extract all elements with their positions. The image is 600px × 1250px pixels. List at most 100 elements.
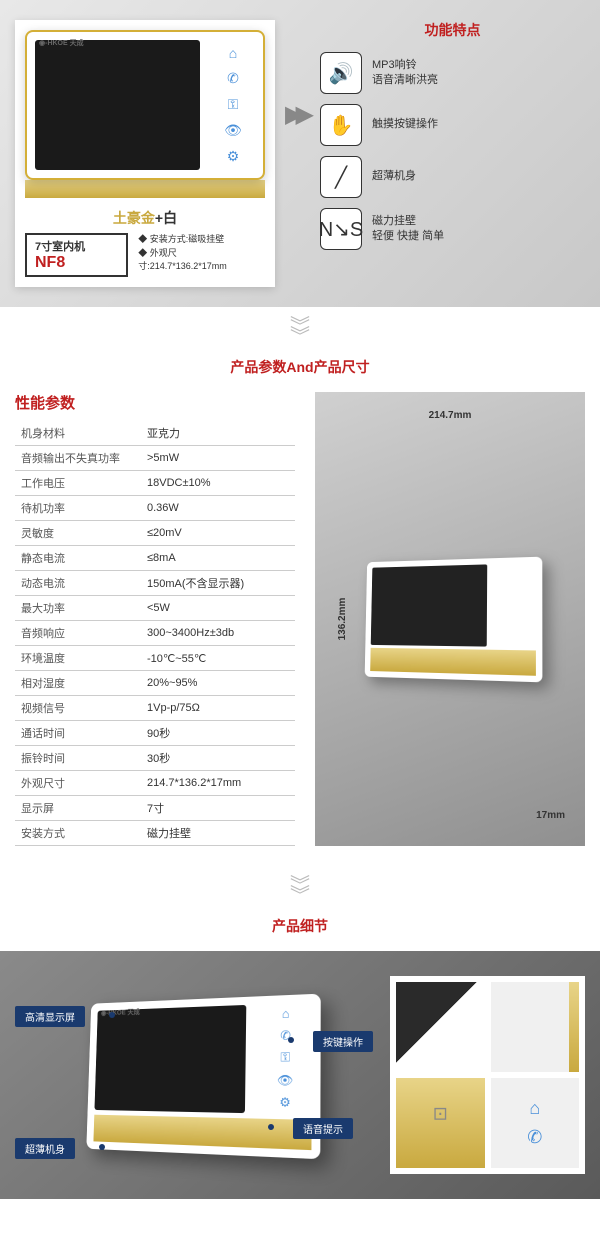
device-screen (35, 40, 200, 170)
feature-item: ✋ 触摸按键操作 (320, 104, 585, 146)
arrow-right-icon: ▶▶ (285, 100, 306, 129)
dim-width: 214.7mm (429, 410, 472, 421)
grid-edge-closeup (491, 982, 580, 1072)
spec-value: 7寸 (141, 796, 295, 821)
features-column: 功能特点 🔊MP3响铃语音清晰洪亮✋触摸按键操作╱超薄机身N↘S磁力挂壁轻便 快… (320, 20, 585, 287)
spec-value: 0.36W (141, 496, 295, 521)
table-row: 音频输出不失真功率>5mW (15, 446, 295, 471)
dimensions-panel: 214.7mm 136.2mm 17mm (315, 392, 585, 846)
gear-icon: ⚙ (279, 1095, 291, 1110)
feature-item: N↘S磁力挂壁轻便 快捷 简单 (320, 208, 585, 250)
callout-panel: ◉-HKOE 天成 ⌂ ✆ ⚿ 👁 ⚙ 高清显示屏 超薄机身 按键操作 语音提示 (15, 976, 378, 1174)
spec-key: 最大功率 (15, 596, 141, 621)
table-row: 待机功率0.36W (15, 496, 295, 521)
section3-title: 产品细节 (0, 916, 600, 936)
spec-value: 1Vp-p/75Ω (141, 696, 295, 721)
spec-size: 外观尺寸:214.7*136.2*17mm (138, 247, 265, 274)
gear-icon: ⚙ (227, 148, 240, 165)
spec-header: 性能参数 (15, 392, 295, 413)
table-row: 振铃时间30秒 (15, 746, 295, 771)
feature-text: MP3响铃语音清晰洪亮 (372, 58, 438, 89)
home-icon: ⌂ (229, 45, 237, 61)
detail-gold-bar (93, 1114, 311, 1149)
feature-text: 触摸按键操作 (372, 117, 438, 132)
table-row: 机身材料亚克力 (15, 421, 295, 446)
model-badge: 7寸室内机 NF8 (25, 233, 128, 277)
callout-screen: 高清显示屏 (15, 1006, 85, 1027)
spec-value: 90秒 (141, 721, 295, 746)
product-card: ◉-HKOE 天成 ⌂ ✆ ⚿ 👁 ⚙ 土豪金+白 7寸室内机 NF8 安装方式… (15, 20, 275, 287)
model-label: 7寸室内机 (35, 241, 85, 253)
brand-logo: ◉-HKOE 天成 (100, 1007, 139, 1018)
table-row: 工作电压18VDC±10% (15, 471, 295, 496)
feature-text: 超薄机身 (372, 169, 416, 184)
feature-icon: ✋ (320, 104, 362, 146)
dim-device (365, 557, 543, 683)
dim-height: 136.2mm (337, 598, 348, 641)
brand-logo: ◉-HKOE 天成 (39, 38, 84, 48)
spec-key: 静态电流 (15, 546, 141, 571)
feature-icon: 🔊 (320, 52, 362, 94)
table-row: 外观尺寸214.7*136.2*17mm (15, 771, 295, 796)
chevron-down-icon: ︾︾ (0, 881, 600, 901)
dim-gold-bar (370, 648, 536, 676)
name-white: 白 (163, 210, 177, 226)
chevron-down-icon: ︾︾ (0, 322, 600, 342)
device-buttons: ⌂ ✆ ⚿ 👁 ⚙ (211, 40, 255, 170)
spec-table: 机身材料亚克力音频输出不失真功率>5mW工作电压18VDC±10%待机功率0.3… (15, 421, 295, 846)
table-row: 环境温度-10℃~55℃ (15, 646, 295, 671)
spec-key: 待机功率 (15, 496, 141, 521)
spec-value: ≤20mV (141, 521, 295, 546)
grid-back-closeup (396, 1078, 485, 1168)
device-render: ◉-HKOE 天成 ⌂ ✆ ⚿ 👁 ⚙ (25, 30, 265, 180)
spec-value: 300~3400Hz±3db (141, 621, 295, 646)
detail-device: ◉-HKOE 天成 ⌂ ✆ ⚿ 👁 ⚙ (86, 993, 320, 1159)
table-row: 音频响应300~3400Hz±3db (15, 621, 295, 646)
spec-key: 工作电压 (15, 471, 141, 496)
grid-screen-closeup (396, 982, 485, 1072)
spec-key: 振铃时间 (15, 746, 141, 771)
spec-value: 20%~95% (141, 671, 295, 696)
spec-key: 视频信号 (15, 696, 141, 721)
table-row: 显示屏7寸 (15, 796, 295, 821)
key-icon: ⚿ (228, 96, 239, 113)
spec-value: 150mA(不含显示器) (141, 571, 295, 596)
spec-value: >5mW (141, 446, 295, 471)
feature-icon: ╱ (320, 156, 362, 198)
spec-key: 动态电流 (15, 571, 141, 596)
eye-icon: 👁 (277, 1073, 293, 1088)
spec-key: 相对湿度 (15, 671, 141, 696)
spec-key: 显示屏 (15, 796, 141, 821)
detail-buttons: ⌂ ✆ ⚿ 👁 ⚙ (259, 1002, 312, 1114)
table-row: 动态电流150mA(不含显示器) (15, 571, 295, 596)
dim-depth: 17mm (536, 810, 565, 821)
callout-body: 超薄机身 (15, 1138, 75, 1159)
spec-value: <5W (141, 596, 295, 621)
detail-screen (94, 1004, 246, 1112)
feature-item: ╱ 超薄机身 (320, 156, 585, 198)
spec-key: 环境温度 (15, 646, 141, 671)
feature-icon: N↘S (320, 208, 362, 250)
details-section: ◉-HKOE 天成 ⌂ ✆ ⚿ 👁 ⚙ 高清显示屏 超薄机身 按键操作 语音提示… (0, 951, 600, 1199)
section2-title: 产品参数And产品尺寸 (0, 357, 600, 377)
spec-value: 214.7*136.2*17mm (141, 771, 295, 796)
dim-screen (371, 564, 487, 646)
table-row: 通话时间90秒 (15, 721, 295, 746)
name-gold: 土豪金 (113, 210, 155, 226)
hero-section: ◉-HKOE 天成 ⌂ ✆ ⚿ 👁 ⚙ 土豪金+白 7寸室内机 NF8 安装方式… (0, 0, 600, 307)
spec-value: 磁力挂壁 (141, 821, 295, 846)
table-row: 安装方式磁力挂壁 (15, 821, 295, 846)
spec-value: 30秒 (141, 746, 295, 771)
home-icon: ⌂ (281, 1006, 289, 1021)
spec-table-wrap: 性能参数 机身材料亚克力音频输出不失真功率>5mW工作电压18VDC±10%待机… (15, 392, 295, 846)
table-row: 静态电流≤8mA (15, 546, 295, 571)
feature-item: 🔊 MP3响铃语音清晰洪亮 (320, 52, 585, 94)
spec-value: -10℃~55℃ (141, 646, 295, 671)
spec-key: 安装方式 (15, 821, 141, 846)
spec-value: 亚克力 (141, 421, 295, 446)
callout-buttons: 按键操作 (313, 1031, 373, 1052)
name-plus: + (155, 210, 163, 226)
table-row: 视频信号1Vp-p/75Ω (15, 696, 295, 721)
callout-voice: 语音提示 (293, 1118, 353, 1139)
spec-key: 外观尺寸 (15, 771, 141, 796)
